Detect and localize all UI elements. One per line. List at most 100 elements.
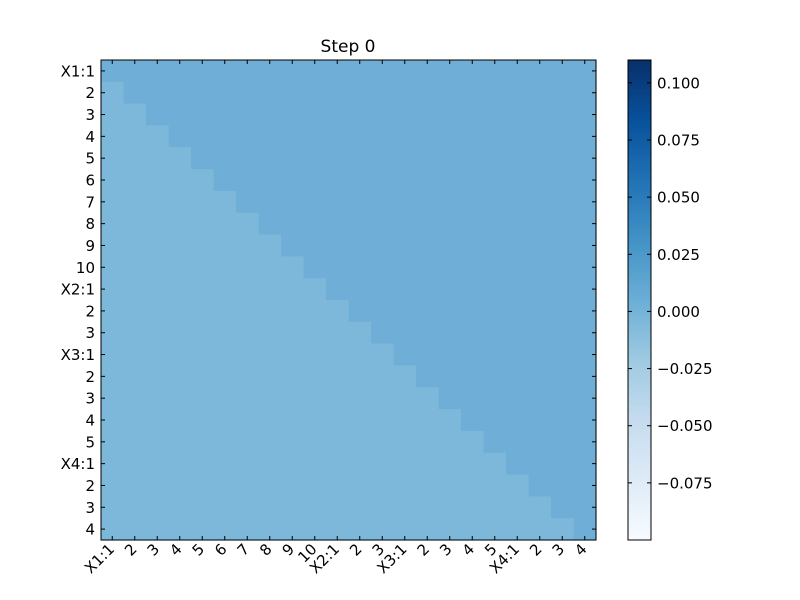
heatmap-cell xyxy=(573,300,597,323)
heatmap-cell xyxy=(573,256,597,279)
heatmap-cell xyxy=(258,234,282,257)
heatmap-cell xyxy=(303,190,327,214)
heatmap-cell xyxy=(303,60,327,83)
heatmap-cell xyxy=(461,212,485,236)
heatmap-cell xyxy=(528,496,552,519)
heatmap-cell xyxy=(101,212,125,236)
heatmap-cell xyxy=(393,387,417,410)
heatmap-cell xyxy=(371,81,395,105)
heatmap-cell xyxy=(348,518,372,541)
heatmap-cell xyxy=(551,496,575,519)
heatmap-cell xyxy=(213,409,237,432)
heatmap-cell xyxy=(371,409,395,432)
heatmap-cell xyxy=(326,256,350,279)
heatmap-cell xyxy=(528,169,552,192)
heatmap-cell xyxy=(573,212,597,236)
heatmap-cell xyxy=(326,430,350,454)
heatmap-cell xyxy=(101,496,125,519)
heatmap-cell xyxy=(461,81,485,105)
row-label: 3 xyxy=(85,499,95,517)
heatmap-cell xyxy=(213,278,237,301)
heatmap-cell xyxy=(506,321,530,345)
col-label: 2 xyxy=(526,540,545,559)
heatmap-cell xyxy=(213,190,237,214)
heatmap-cell xyxy=(528,278,552,301)
heatmap-cell xyxy=(371,103,395,127)
heatmap-cell xyxy=(528,430,552,454)
heatmap-cell xyxy=(506,60,530,83)
row-label: 3 xyxy=(85,106,95,124)
heatmap-cell xyxy=(101,147,125,170)
heatmap-cell xyxy=(483,234,507,257)
heatmap-cell xyxy=(461,321,485,345)
heatmap-cell xyxy=(483,190,507,214)
row-label: 2 xyxy=(85,368,95,386)
heatmap-cell xyxy=(123,125,147,148)
heatmap-cell xyxy=(348,81,372,105)
heatmap-cell xyxy=(506,452,530,476)
heatmap-cell xyxy=(528,452,552,476)
heatmap-cell xyxy=(528,103,552,127)
heatmap-cell xyxy=(168,147,192,170)
heatmap-cell xyxy=(348,321,372,345)
heatmap-cell xyxy=(483,430,507,454)
heatmap-cell xyxy=(371,234,395,257)
heatmap-cell xyxy=(483,452,507,476)
heatmap-cell xyxy=(123,321,147,345)
heatmap-cell xyxy=(213,300,237,323)
heatmap-cell xyxy=(573,125,597,148)
heatmap-cell xyxy=(551,321,575,345)
heatmap-cell xyxy=(281,452,305,476)
row-label: 2 xyxy=(85,84,95,102)
heatmap-cell xyxy=(483,125,507,148)
heatmap-cell xyxy=(281,387,305,410)
heatmap-cell xyxy=(528,147,552,170)
heatmap-cell xyxy=(348,343,372,367)
heatmap-cell xyxy=(528,190,552,214)
heatmap-cell xyxy=(393,190,417,214)
heatmap-cell xyxy=(483,496,507,519)
heatmap-cell xyxy=(236,321,260,345)
heatmap-cell xyxy=(281,212,305,236)
heatmap-cell xyxy=(393,321,417,345)
heatmap-cell xyxy=(258,60,282,83)
heatmap-cell xyxy=(236,125,260,148)
heatmap-cell xyxy=(393,300,417,323)
heatmap-cell xyxy=(551,169,575,192)
heatmap-cell xyxy=(168,103,192,127)
heatmap-cell xyxy=(213,234,237,257)
heatmap-cell xyxy=(371,256,395,279)
heatmap-cell xyxy=(326,387,350,410)
col-label: 4 xyxy=(166,540,185,559)
heatmap-cell xyxy=(303,452,327,476)
heatmap-cell xyxy=(213,103,237,127)
col-label: 4 xyxy=(459,540,478,559)
heatmap-cell xyxy=(326,474,350,497)
heatmap-cell xyxy=(191,387,215,410)
colorbar-tick-label: 0.000 xyxy=(657,303,700,321)
heatmap-cell xyxy=(438,365,462,388)
heatmap-cell xyxy=(258,125,282,148)
heatmap-cell xyxy=(483,60,507,83)
heatmap-cell xyxy=(303,430,327,454)
heatmap-cell xyxy=(551,147,575,170)
heatmap-cell xyxy=(371,387,395,410)
heatmap-cell xyxy=(146,125,170,148)
heatmap-cell xyxy=(461,278,485,301)
heatmap-cell xyxy=(281,234,305,257)
heatmap-cell xyxy=(191,430,215,454)
heatmap-cell xyxy=(258,103,282,127)
heatmap-cell xyxy=(236,300,260,323)
heatmap-cell xyxy=(438,278,462,301)
heatmap-cell xyxy=(101,343,125,367)
heatmap-cell xyxy=(326,60,350,83)
heatmap-cell xyxy=(146,343,170,367)
heatmap-cell xyxy=(258,452,282,476)
heatmap-cell xyxy=(258,169,282,192)
heatmap-cell xyxy=(393,365,417,388)
heatmap-cell xyxy=(483,518,507,541)
heatmap-cell xyxy=(303,278,327,301)
heatmap-cell xyxy=(303,256,327,279)
heatmap-cell xyxy=(506,496,530,519)
col-label: 3 xyxy=(144,540,163,559)
